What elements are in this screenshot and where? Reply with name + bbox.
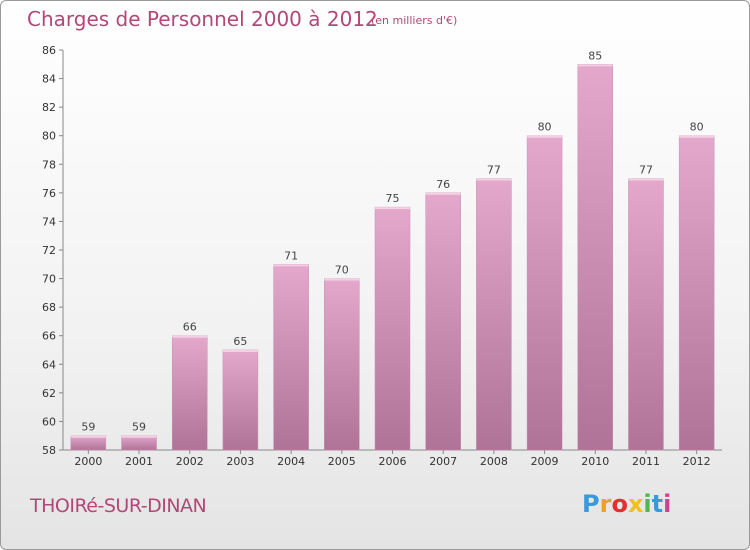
bar-2003 xyxy=(222,349,259,451)
data-label-2011: 77 xyxy=(639,164,653,177)
bar-2006 xyxy=(374,206,411,451)
bar-highlight xyxy=(476,178,512,181)
logo-letter: i xyxy=(643,490,652,518)
y-tick-label: 84 xyxy=(42,73,56,86)
x-tick-label-2005: 2005 xyxy=(328,455,356,468)
data-label-2010: 85 xyxy=(588,49,602,62)
logo-letter: P xyxy=(582,490,600,518)
x-tick-label-2006: 2006 xyxy=(379,455,407,468)
x-tick-label-2012: 2012 xyxy=(683,455,711,468)
bar-highlight xyxy=(628,178,664,181)
bar-highlight xyxy=(527,135,563,138)
bar-2005 xyxy=(324,278,360,451)
x-tick-label-2008: 2008 xyxy=(480,455,508,468)
y-tick-label: 66 xyxy=(42,330,56,343)
bar-highlight xyxy=(70,435,106,438)
data-label-2006: 75 xyxy=(386,192,400,205)
y-tick-label: 82 xyxy=(42,101,56,114)
bar-2004 xyxy=(273,264,309,451)
y-tick-label: 72 xyxy=(42,244,56,257)
y-tick-label: 70 xyxy=(42,273,56,286)
bars xyxy=(70,64,715,451)
data-label-2008: 77 xyxy=(487,164,501,177)
data-label-2009: 80 xyxy=(538,121,552,134)
bar-highlight xyxy=(425,192,461,195)
bar-highlight xyxy=(273,264,309,267)
bar-highlight xyxy=(172,335,208,338)
y-tick-label: 86 xyxy=(42,44,56,57)
x-tick-label-2000: 2000 xyxy=(74,455,102,468)
bar-2007 xyxy=(425,192,461,451)
y-tick-label: 62 xyxy=(42,387,56,400)
bar-2008 xyxy=(476,178,512,451)
logo-letter: i xyxy=(663,490,672,518)
bar-highlight xyxy=(121,435,157,438)
chart-title: Charges de Personnel 2000 à 2012 xyxy=(27,7,378,31)
bar-2012 xyxy=(678,135,715,451)
data-label-2002: 66 xyxy=(183,321,197,334)
x-tick-label-2010: 2010 xyxy=(581,455,609,468)
y-tick-label: 68 xyxy=(42,301,56,314)
bar-2002 xyxy=(171,335,208,451)
proxiti-logo: Proxiti xyxy=(582,490,671,518)
data-label-2007: 76 xyxy=(436,178,450,191)
x-tick-label-2011: 2011 xyxy=(632,455,660,468)
bar-highlight xyxy=(375,207,410,210)
x-tick-label-2002: 2002 xyxy=(176,455,204,468)
logo-letter: x xyxy=(627,490,644,518)
y-tick-label: 80 xyxy=(42,130,56,143)
bar-2010 xyxy=(577,64,614,451)
bar-highlight xyxy=(324,278,360,281)
x-tick-label-2004: 2004 xyxy=(277,455,305,468)
x-tick-label-2003: 2003 xyxy=(226,455,254,468)
data-label-2012: 80 xyxy=(690,121,704,134)
y-tick-label: 78 xyxy=(42,158,56,171)
bar-2011 xyxy=(628,178,664,451)
commune-name: THOIRé-SUR-DINAN xyxy=(30,495,207,517)
bar-highlight xyxy=(577,64,613,67)
bar-2009 xyxy=(526,135,563,451)
y-tick-label: 58 xyxy=(42,444,56,457)
bar-highlight xyxy=(679,135,715,138)
y-tick-label: 60 xyxy=(42,415,56,428)
x-tick-label-2007: 2007 xyxy=(429,455,457,468)
x-tick-label-2009: 2009 xyxy=(531,455,559,468)
data-label-2001: 59 xyxy=(132,421,146,434)
data-label-2005: 70 xyxy=(335,264,349,277)
y-tick-label: 64 xyxy=(42,358,56,371)
data-label-2000: 59 xyxy=(81,421,95,434)
logo-letter: r xyxy=(599,490,612,518)
unit-note: (en milliers d'€) xyxy=(371,14,458,27)
y-tick-label: 74 xyxy=(42,215,56,228)
data-labels: 59 59 66 65 71 70 75 76 77 80 85 77 80 xyxy=(81,49,703,433)
bar-2001 xyxy=(121,435,157,451)
data-label-2003: 65 xyxy=(233,335,247,348)
y-tick-label: 76 xyxy=(42,187,56,200)
bar-highlight xyxy=(222,350,258,352)
logo-letter: o xyxy=(611,490,628,518)
data-label-2004: 71 xyxy=(284,249,298,262)
logo-letter: t xyxy=(651,490,664,518)
x-tick-label-2001: 2001 xyxy=(125,455,153,468)
bar-2000 xyxy=(70,435,107,451)
